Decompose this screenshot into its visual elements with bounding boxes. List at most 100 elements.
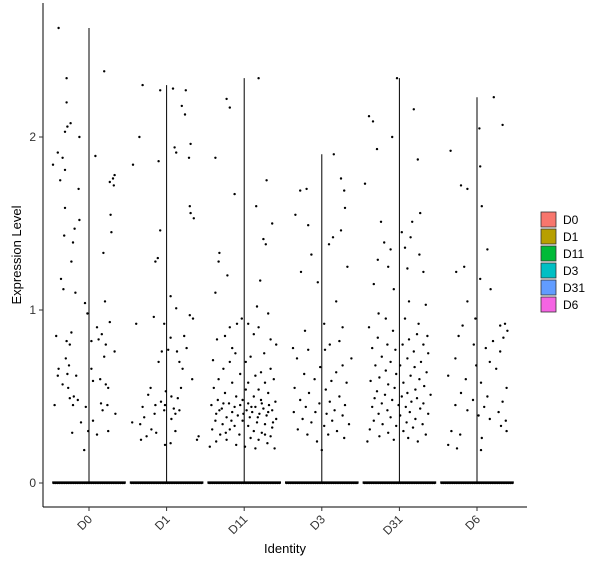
- point-d1-36: [149, 386, 152, 390]
- zero-point-d11-0: [207, 481, 211, 485]
- point-d1-31: [167, 348, 170, 351]
- tick-layer: 0 1 2 D0 D1 D11 D3 D31 D6: [29, 130, 483, 538]
- point-d31-71: [422, 402, 425, 405]
- point-d1-38: [164, 390, 167, 393]
- zero-point-d6-33: [500, 481, 503, 485]
- point-d6-7: [480, 205, 483, 208]
- point-d3-33: [293, 386, 296, 390]
- zero-point-d0-15: [79, 481, 83, 485]
- point-d0-65: [84, 405, 88, 409]
- zero-point-d11-21: [245, 481, 249, 485]
- zero-point-d31-15: [390, 481, 393, 485]
- zero-point-d0-30: [106, 481, 110, 485]
- point-d31-86: [421, 423, 424, 426]
- point-d0-6: [78, 135, 81, 139]
- point-d0-24: [110, 231, 113, 234]
- point-d0-61: [76, 398, 80, 402]
- point-d1-12: [131, 163, 135, 166]
- point-d11-75: [241, 419, 244, 422]
- point-d1-5: [183, 113, 187, 116]
- point-d1-1: [171, 87, 175, 90]
- point-d31-25: [377, 312, 380, 315]
- legend-swatch-d6: [540, 296, 557, 313]
- point-d0-3: [65, 101, 68, 104]
- zero-point-d11-10: [225, 481, 229, 485]
- legend-swatch-d11: [540, 245, 557, 262]
- zero-point-d31-9: [379, 481, 382, 485]
- point-d0-27: [70, 260, 73, 263]
- legend-swatch-d31: [540, 279, 557, 296]
- point-d3-24: [350, 357, 353, 360]
- point-d31-62: [406, 391, 409, 395]
- point-d0-11: [51, 163, 55, 166]
- zero-point-d11-11: [227, 481, 231, 485]
- point-d1-43: [163, 403, 167, 407]
- point-d6-50: [455, 447, 459, 450]
- zero-point-d6-32: [498, 481, 501, 485]
- point-d11-66: [251, 410, 254, 414]
- point-d6-20: [502, 336, 505, 339]
- point-d31-27: [403, 317, 407, 320]
- point-d0-13: [59, 179, 62, 182]
- zero-point-d11-32: [265, 481, 268, 485]
- point-d1-29: [160, 350, 163, 353]
- zero-point-d31-25: [408, 481, 411, 485]
- point-d3-34: [324, 388, 327, 391]
- point-d31-67: [415, 397, 419, 400]
- zero-point-d0-10: [70, 481, 74, 485]
- point-d31-94: [407, 436, 410, 440]
- point-d31-45: [419, 360, 423, 364]
- point-d31-55: [369, 379, 372, 383]
- point-d11-83: [228, 428, 231, 431]
- point-d11-41: [231, 381, 234, 384]
- point-d11-18: [235, 322, 239, 325]
- point-d1-6: [138, 135, 141, 139]
- point-d0-45: [103, 355, 106, 358]
- point-d1-17: [154, 260, 157, 263]
- zero-point-d0-8: [67, 481, 70, 485]
- zero-point-d3-0: [285, 481, 288, 485]
- point-d11-59: [239, 403, 242, 407]
- point-d6-25: [454, 357, 457, 360]
- zero-point-d11-24: [251, 481, 254, 485]
- point-d11-26: [275, 343, 278, 346]
- point-d11-72: [248, 416, 251, 419]
- point-d6-32: [505, 386, 508, 390]
- point-d31-19: [406, 267, 409, 270]
- zero-point-d0-5: [61, 481, 65, 485]
- zero-point-d31-39: [433, 481, 436, 485]
- point-d11-16: [240, 317, 243, 320]
- point-d3-19: [338, 339, 341, 343]
- point-d6-29: [447, 374, 450, 377]
- zero-point-d3-4: [292, 481, 296, 485]
- point-d1-53: [131, 421, 134, 424]
- point-d0-8: [56, 151, 59, 154]
- zero-point-d31-18: [395, 481, 398, 485]
- point-d31-57: [387, 383, 390, 386]
- point-d31-17: [376, 258, 379, 261]
- zero-point-d11-7: [220, 481, 223, 485]
- x-tick-label-d0: D0: [74, 512, 95, 533]
- point-d6-49: [447, 443, 450, 447]
- zero-point-d0-9: [68, 481, 72, 485]
- zero-point-d0-7: [65, 481, 68, 485]
- point-d0-69: [91, 419, 95, 422]
- point-d6-33: [459, 391, 463, 395]
- zero-point-d31-1: [364, 481, 368, 485]
- point-d3-51: [323, 424, 326, 428]
- point-d31-87: [395, 424, 398, 428]
- zero-point-d11-27: [256, 481, 259, 485]
- point-d1-56: [174, 429, 177, 433]
- point-d11-101: [233, 405, 236, 409]
- zero-point-d11-39: [278, 481, 281, 485]
- point-d31-58: [423, 384, 426, 388]
- point-d3-8: [339, 229, 343, 232]
- point-d11-19: [228, 326, 231, 329]
- zero-point-d1-20: [166, 481, 169, 485]
- point-d3-17: [341, 326, 344, 329]
- point-d3-12: [346, 265, 349, 268]
- zero-point-d1-26: [177, 481, 180, 485]
- point-d31-44: [389, 360, 392, 364]
- point-d3-16: [323, 322, 326, 325]
- point-d0-54: [91, 379, 95, 383]
